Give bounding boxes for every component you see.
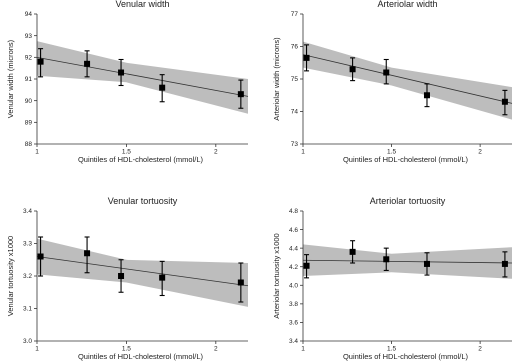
panel-title: Arteriolar tortuosity (370, 196, 446, 206)
data-point (383, 256, 390, 263)
data-point (159, 84, 166, 91)
data-point (349, 248, 356, 255)
data-point (237, 279, 244, 286)
confidence-band (37, 238, 248, 307)
y-axis-label: Arteriolar tortuosity x1000 (272, 233, 281, 318)
x-tick-label: 2 (214, 149, 218, 156)
y-tick-label: 88 (25, 141, 33, 148)
y-tick-label: 3.0 (23, 338, 32, 345)
data-point (303, 54, 310, 61)
y-axis-label: Arteriolar width (microns) (272, 37, 281, 121)
y-tick-label: 3.8 (289, 301, 298, 308)
data-point (84, 60, 91, 67)
fit-line (302, 54, 513, 104)
x-tick-label: 2 (214, 346, 218, 353)
y-tick-label: 77 (291, 11, 299, 18)
y-tick-label: 3.4 (23, 208, 32, 215)
x-tick-label: 1 (35, 346, 39, 353)
y-tick-label: 3.1 (23, 306, 32, 313)
data-point (84, 250, 91, 257)
y-axis-label: Venular width (microns) (6, 39, 15, 118)
y-tick-label: 4.8 (289, 208, 298, 215)
panel-title: Venular width (115, 0, 169, 9)
x-axis-label: Quintiles of HDL-cholesterol (mmol/L) (78, 155, 204, 164)
fit-line (302, 259, 513, 264)
y-axis-label: Venular tortuosity x1000 (6, 236, 15, 316)
data-point (383, 69, 390, 76)
x-axis-label: Quintiles of HDL-cholesterol (mmol/L) (343, 155, 469, 164)
data-point (423, 260, 430, 267)
x-tick-label: 1.5 (122, 149, 131, 156)
data-point (159, 274, 166, 281)
confidence-band (303, 41, 512, 120)
y-tick-label: 92 (25, 55, 33, 62)
y-tick-label: 4.4 (289, 245, 298, 252)
y-tick-label: 91 (25, 76, 33, 83)
chart-panel-2: 73 74 75 76 77 1 1.5 2 Arteriolar width Quintiles… (272, 0, 513, 164)
y-tick-label: 75 (291, 76, 299, 83)
x-tick-label: 1.5 (122, 346, 131, 353)
y-tick-label: 94 (25, 11, 33, 18)
data-point (501, 98, 508, 105)
x-tick-label: 1 (301, 346, 305, 353)
x-tick-label: 1.5 (387, 346, 396, 353)
y-tick-label: 93 (25, 33, 33, 40)
chart-panel-1: 88 89 90 91 92 93 94 1 1.5 2 Venular width Quintile… (6, 0, 249, 164)
fit-line (36, 56, 249, 97)
fit-line (36, 256, 249, 287)
y-tick-label: 74 (291, 109, 299, 116)
y-tick-label: 76 (291, 44, 299, 51)
y-tick-label: 3.6 (289, 320, 298, 327)
data-point (37, 58, 44, 65)
x-axis-label: Quintiles of HDL-cholesterol (mmol/L) (343, 352, 469, 361)
panel-title: Arteriolar width (377, 0, 437, 9)
x-tick-label: 2 (478, 149, 482, 156)
x-tick-label: 2 (478, 346, 482, 353)
y-tick-label: 3.4 (289, 338, 298, 345)
y-tick-label: 4.0 (289, 282, 298, 289)
chart-panel-3: 3.0 3.1 3.2 3.3 3.4 1 1.5 2 Venular tortuosity Qu… (6, 196, 249, 361)
panel-title: Venular tortuosity (108, 196, 178, 206)
y-tick-label: 4.2 (289, 264, 298, 271)
data-point (303, 262, 310, 269)
data-point (237, 91, 244, 98)
data-point (37, 253, 44, 260)
y-tick-label: 90 (25, 98, 33, 105)
data-point (501, 260, 508, 267)
x-tick-label: 1.5 (387, 149, 396, 156)
data-point (423, 92, 430, 99)
chart-panel-4: 3.4 3.6 3.8 4.0 4.2 4.4 4.6 4.8 1 1.5 2 Arteriolar … (272, 196, 513, 361)
data-point (349, 66, 356, 73)
y-tick-label: 4.6 (289, 227, 298, 234)
y-tick-label: 89 (25, 120, 33, 127)
x-tick-label: 1 (301, 149, 305, 156)
x-tick-label: 1 (35, 149, 39, 156)
x-axis-label: Quintiles of HDL-cholesterol (mmol/L) (78, 352, 204, 361)
data-point (118, 69, 125, 76)
confidence-band (37, 41, 248, 114)
y-tick-label: 3.3 (23, 241, 32, 248)
data-point (118, 273, 125, 279)
y-tick-label: 3.2 (23, 273, 32, 280)
y-tick-label: 73 (291, 141, 299, 148)
